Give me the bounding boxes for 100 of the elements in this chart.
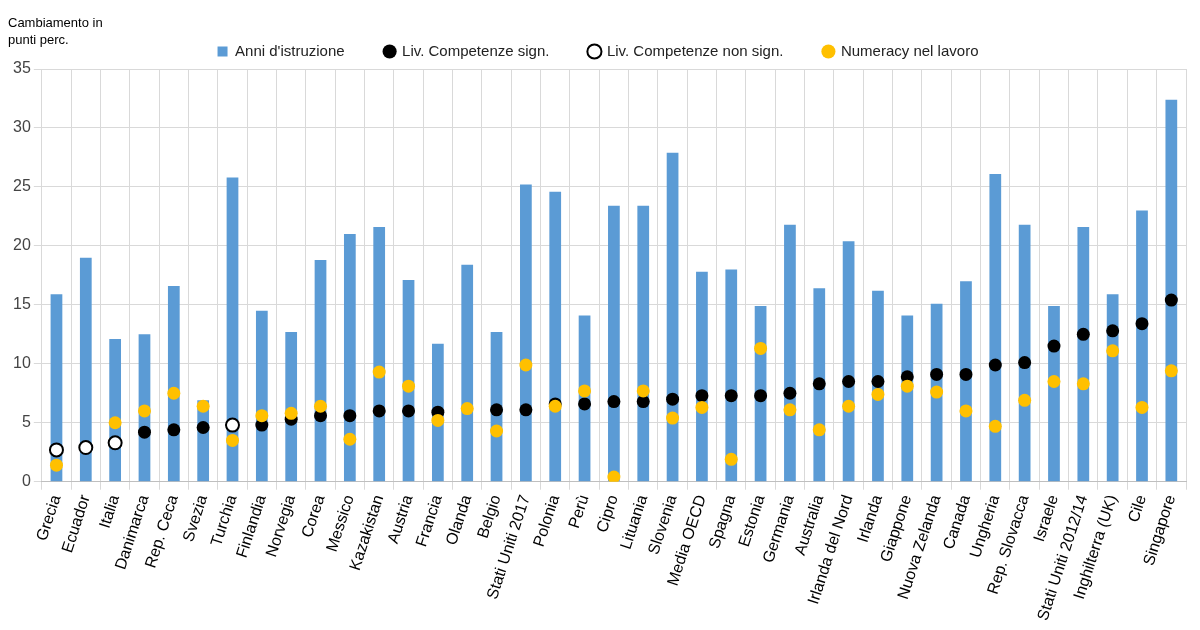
bar bbox=[989, 173, 1002, 482]
point bbox=[49, 458, 63, 472]
point bbox=[107, 435, 123, 451]
x-tick-label: Spagna bbox=[705, 492, 739, 551]
point bbox=[519, 403, 533, 417]
point bbox=[930, 385, 944, 399]
point bbox=[578, 384, 592, 398]
legend-label: Anni d'istruzione bbox=[235, 41, 345, 59]
bar bbox=[520, 184, 532, 482]
point bbox=[1076, 377, 1090, 391]
x-tick-label: Cipro bbox=[592, 492, 621, 535]
point bbox=[988, 419, 1002, 433]
point bbox=[167, 423, 181, 437]
bar bbox=[1165, 99, 1178, 482]
point bbox=[1018, 393, 1032, 407]
point bbox=[1135, 317, 1149, 331]
point bbox=[372, 365, 386, 379]
point bbox=[871, 387, 885, 401]
point bbox=[695, 389, 709, 403]
point bbox=[1106, 344, 1120, 358]
point bbox=[226, 433, 239, 447]
point bbox=[167, 386, 181, 400]
legend-label: Liv. Competenze sign. bbox=[402, 41, 550, 59]
point bbox=[666, 392, 680, 406]
point bbox=[1135, 400, 1149, 414]
point bbox=[1106, 324, 1120, 338]
bar bbox=[637, 205, 650, 482]
point bbox=[402, 379, 416, 393]
x-tick-label: Polonia bbox=[529, 492, 563, 549]
y-tick-label: 5 bbox=[21, 413, 31, 431]
point bbox=[225, 417, 240, 433]
point bbox=[959, 367, 973, 381]
point bbox=[1047, 339, 1061, 353]
point bbox=[343, 432, 357, 446]
x-tick-label: Grecia bbox=[32, 492, 64, 543]
point bbox=[1164, 364, 1178, 378]
x-tick-label: Svezia bbox=[179, 492, 211, 544]
point bbox=[78, 440, 94, 456]
bar bbox=[1136, 210, 1148, 482]
bar bbox=[608, 205, 620, 482]
x-tick-label: Irlanda bbox=[853, 492, 886, 545]
x-tick-label: Perù bbox=[564, 492, 592, 531]
point bbox=[754, 389, 768, 403]
point bbox=[519, 358, 533, 372]
point bbox=[284, 406, 298, 420]
point bbox=[988, 358, 1002, 372]
point bbox=[48, 442, 64, 458]
point bbox=[137, 425, 151, 439]
bar bbox=[784, 224, 796, 482]
x-tick-label: Olanda bbox=[442, 492, 475, 548]
point bbox=[724, 389, 738, 403]
point bbox=[930, 367, 944, 381]
point bbox=[460, 402, 474, 416]
point bbox=[137, 404, 151, 418]
y-tick-label: 35 bbox=[13, 59, 31, 77]
y-tick-label: 25 bbox=[13, 177, 31, 195]
point bbox=[842, 399, 856, 413]
point bbox=[196, 420, 210, 434]
bar bbox=[79, 257, 92, 482]
point bbox=[636, 384, 650, 398]
bar bbox=[549, 191, 562, 482]
bar bbox=[725, 269, 738, 482]
point bbox=[900, 379, 914, 393]
point bbox=[1076, 327, 1090, 341]
y-tick-label: 20 bbox=[13, 236, 31, 254]
point bbox=[754, 341, 768, 355]
legend-label: Liv. Competenze non sign. bbox=[606, 41, 784, 59]
x-tick-label: Corea bbox=[297, 492, 328, 540]
point bbox=[490, 424, 504, 438]
bar bbox=[343, 234, 356, 482]
bar bbox=[373, 227, 386, 482]
point bbox=[783, 386, 797, 400]
point bbox=[607, 470, 621, 482]
x-tick-label: Israele bbox=[1030, 492, 1062, 544]
point bbox=[783, 403, 797, 417]
point bbox=[490, 403, 504, 417]
point bbox=[695, 400, 709, 414]
point bbox=[372, 404, 386, 418]
point bbox=[314, 399, 328, 413]
point bbox=[607, 395, 621, 409]
point bbox=[196, 399, 210, 413]
point bbox=[812, 423, 826, 437]
bar bbox=[226, 177, 239, 482]
y-tick-label: 15 bbox=[13, 295, 31, 313]
bar bbox=[1077, 227, 1090, 482]
point bbox=[636, 395, 650, 409]
bar bbox=[461, 264, 474, 482]
point bbox=[724, 452, 738, 466]
point bbox=[343, 409, 357, 423]
y-tick-label: 0 bbox=[21, 472, 31, 490]
y-tick-label: 30 bbox=[13, 118, 31, 136]
bar bbox=[1018, 224, 1031, 482]
point bbox=[666, 411, 680, 425]
point bbox=[959, 404, 973, 418]
point bbox=[842, 374, 856, 388]
point bbox=[578, 397, 592, 411]
point bbox=[1164, 293, 1178, 307]
point bbox=[255, 409, 269, 423]
point bbox=[108, 416, 122, 430]
point bbox=[431, 413, 445, 427]
